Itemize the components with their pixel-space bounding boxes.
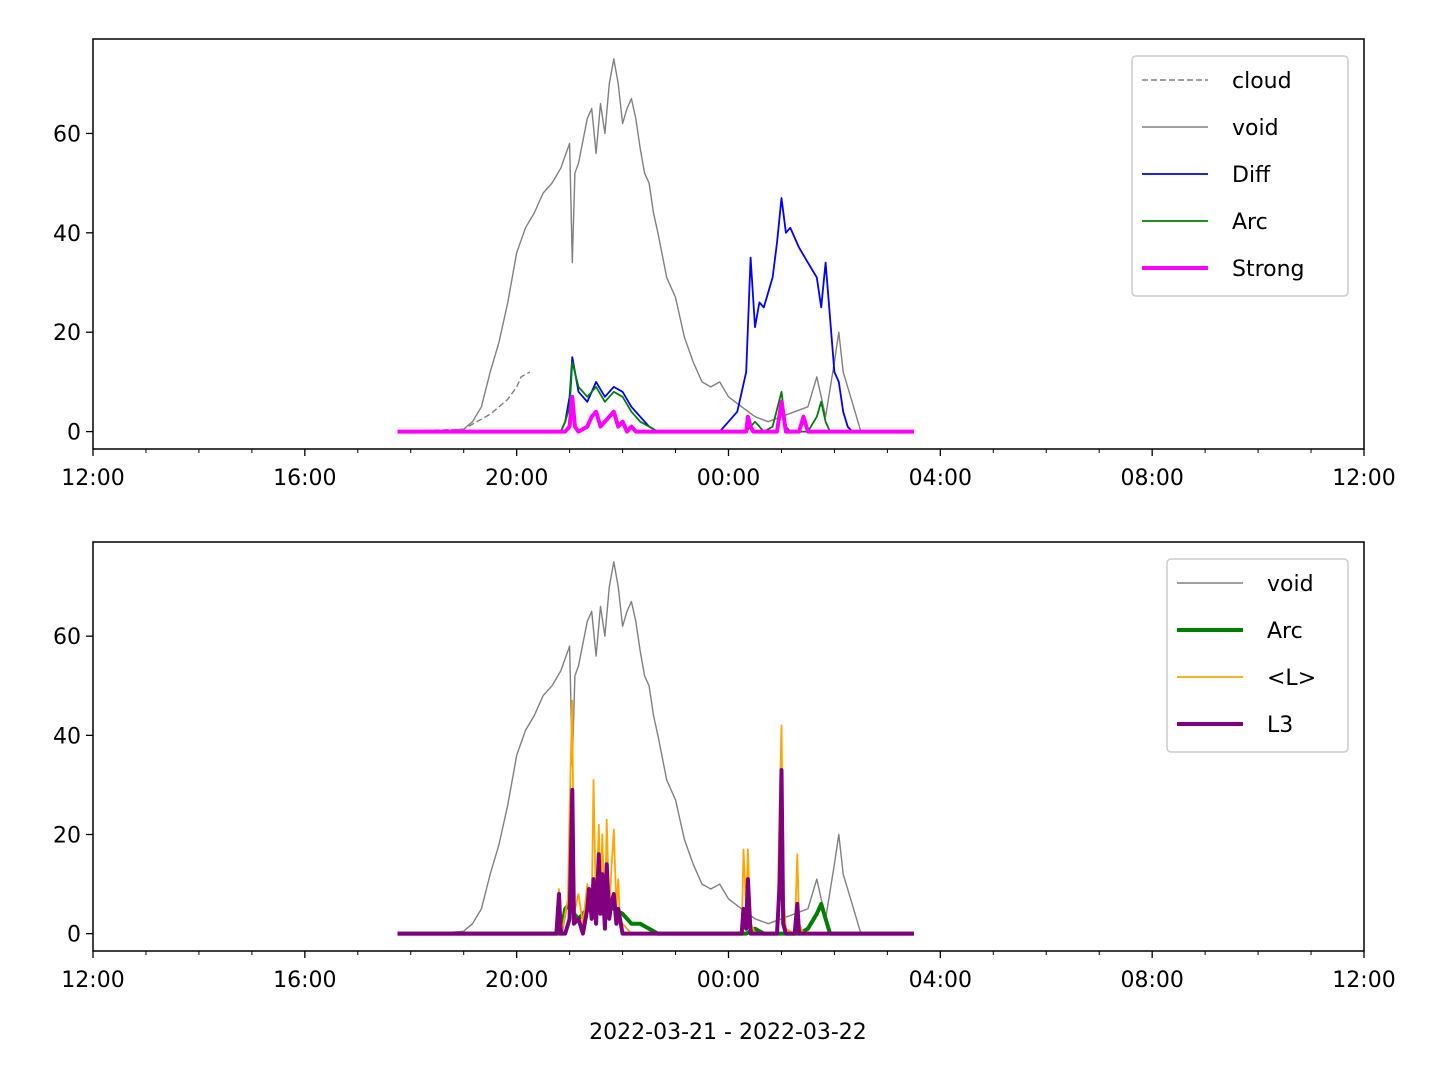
y-tick-label: 0 [67,421,81,446]
y-tick-label: 60 [53,625,81,650]
y-tick-label: 40 [53,724,81,749]
x-tick-label: 12:00 [1332,968,1395,993]
x-tick-label: 04:00 [909,968,972,993]
y-tick-label: 20 [53,321,81,346]
top-subplot: 0 20 40 60 12:00 16:00 20:00 00:00 04:00 08:00 12:… [53,38,1396,491]
legend-entry: Diff [1232,163,1271,188]
x-tick-label: 12:00 [61,968,124,993]
series-group [397,561,914,936]
bottom-subplot: 0 20 40 60 12:00 16:00 20:00 00:00 04:00 08:00 12:… [53,541,1396,993]
y-tick-label: 0 [67,923,81,948]
legend-entry: <L> [1267,666,1316,691]
legend-entry: Arc [1267,619,1303,644]
series-line-void [397,561,914,935]
series-line-diff [397,197,914,433]
x-tick-label: 04:00 [909,466,972,491]
x-tick-label: 00:00 [697,466,760,491]
x-tick-label: 00:00 [697,968,760,993]
legend-entry: void [1232,116,1279,141]
x-tick-label: 08:00 [1120,466,1183,491]
legend-entry: cloud [1232,69,1292,94]
legend: cloud void Diff Arc Strong [1131,55,1349,297]
x-axis-label: 2022-03-21 - 2022-03-22 [589,1020,867,1045]
y-tick-label: 20 [53,823,81,848]
legend-box [1166,558,1349,753]
legend-entry: L3 [1267,713,1293,738]
x-tick-label: 16:00 [273,466,336,491]
y-tick-label: 40 [53,222,81,247]
legend-entry: Strong [1232,257,1305,282]
series-line-void [397,58,914,433]
legend-entry: void [1267,572,1314,597]
x-tick-label: 12:00 [61,466,124,491]
y-tick-label: 60 [53,122,81,147]
series-line-cloud [397,371,531,433]
x-tick-label: 16:00 [273,968,336,993]
legend: void Arc <L> L3 [1166,558,1349,753]
series-line-l [397,699,914,935]
legend-entry: Arc [1232,210,1268,235]
series-line-strong [397,394,914,434]
legend-box [1131,55,1349,297]
x-tick-label: 20:00 [485,466,548,491]
series-line-l3 [397,768,914,936]
series-line-arc [397,361,914,433]
x-tick-label: 08:00 [1120,968,1183,993]
x-tick-label: 20:00 [485,968,548,993]
series-group [397,58,914,434]
x-tick-label: 12:00 [1332,466,1395,491]
